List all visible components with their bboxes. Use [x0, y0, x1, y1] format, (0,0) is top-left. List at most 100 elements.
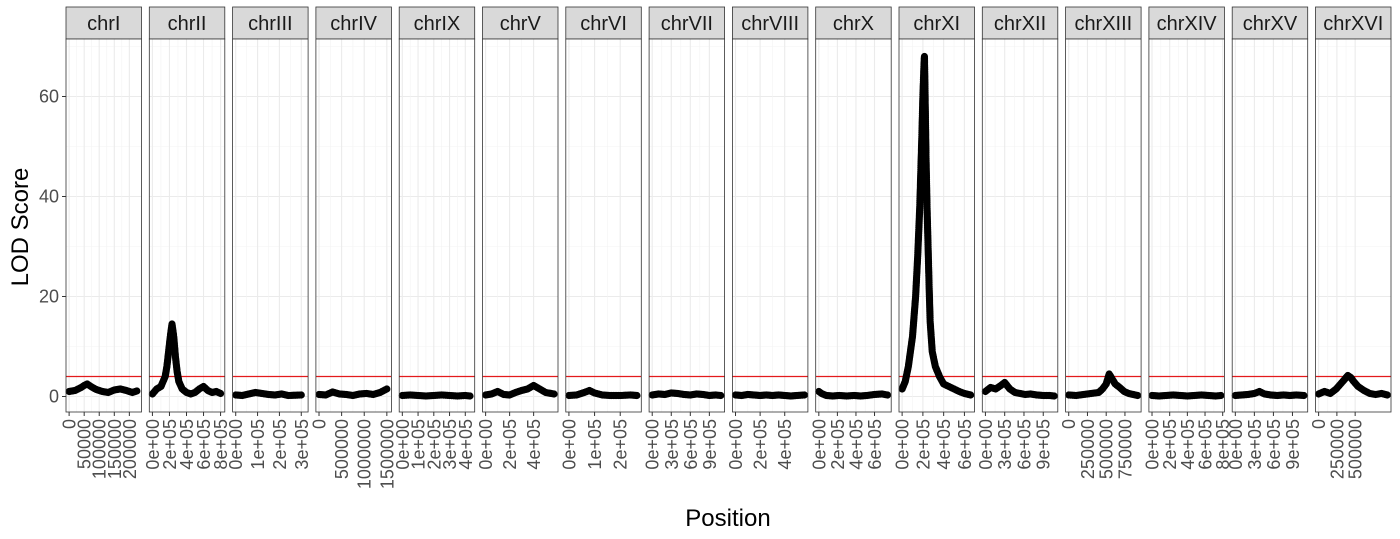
data-point [967, 391, 975, 399]
data-point [717, 391, 725, 400]
x-tick-label: 750000 [1115, 419, 1135, 479]
facet-strip-label: chrXV [1243, 13, 1298, 35]
facet-panels: chrI050000100000150000200000chrII0e+002e… [60, 6, 1392, 489]
x-tick-label: 1e+05 [248, 419, 268, 470]
facet-strip [398, 6, 476, 40]
x-tick-label: 2e+05 [160, 419, 180, 470]
x-tick-label: 4e+05 [177, 419, 197, 470]
panel-background [732, 39, 808, 412]
x-tick-label: 2e+05 [424, 419, 444, 470]
facet-strip [232, 6, 309, 40]
x-tick-label: 3e+05 [995, 419, 1015, 470]
x-tick-label: 250000 [1078, 419, 1098, 479]
facet-panel-chrXV: chrXV 0e+00 3e+05 6e+05 9e+05 [1226, 6, 1309, 470]
panel-border [232, 38, 309, 413]
facet-strip-label: chrXIV [1157, 13, 1218, 35]
facet-strip-label: chrV [500, 13, 542, 35]
facet-panel-chrIII: chrIII 0e+00 1e+05 2e+05 3e+05 [226, 6, 312, 470]
y-tick-label: 20 [39, 287, 59, 307]
facet-strip-label: chrIV [330, 13, 377, 35]
facet-strip-label: chrII [168, 13, 207, 35]
facet-strip [482, 6, 559, 40]
x-tick-label: 2e+05 [751, 419, 771, 470]
panel-background [66, 39, 142, 412]
x-tick-label: 0 [60, 419, 80, 429]
facet-panel-chrVIII: chrVIII 0e+00 2e+05 4e+05 [726, 6, 809, 470]
panel-border [148, 38, 226, 413]
facet-strip-label: chrXVI [1323, 13, 1383, 35]
y-tick-label: 40 [39, 187, 59, 207]
x-tick-label: 150000 [105, 419, 125, 479]
x-tick-label: 500000 [1346, 419, 1366, 479]
data-point [633, 391, 641, 400]
panel-background [315, 39, 392, 412]
x-tick-label: 3e+05 [1245, 419, 1265, 470]
x-tick-label: 0e+00 [1226, 419, 1246, 470]
data-point [1217, 391, 1225, 400]
facet-panel-chrV: chrV 0e+00 2e+05 4e+05 [476, 6, 559, 470]
x-tick-label: 6e+05 [865, 419, 885, 470]
facet-strip-label: chrXII [994, 13, 1046, 35]
x-tick-label: 4e+05 [775, 419, 795, 470]
facet-strip [65, 6, 142, 40]
panel-border [1065, 38, 1142, 413]
x-tick-label: 500000 [1097, 419, 1117, 479]
facet-strip-label: chrIII [248, 13, 292, 35]
x-tick-label: 50000 [75, 419, 95, 469]
panel-border [1148, 38, 1225, 413]
data-point [297, 391, 305, 399]
x-tick-label: 2e+05 [828, 419, 848, 470]
x-axis-title: Position [685, 505, 770, 532]
x-tick-label: 9e+05 [700, 419, 720, 470]
x-tick-label: 1e+05 [409, 419, 429, 470]
y-tick-label: 0 [49, 387, 59, 407]
data-point [1134, 391, 1142, 400]
data-point [383, 385, 391, 393]
x-tick-label: 0e+00 [726, 419, 746, 470]
x-tick-label: 3e+05 [440, 419, 460, 470]
data-point [1300, 391, 1308, 400]
panel-background [565, 39, 642, 412]
facet-strip [981, 6, 1059, 40]
x-tick-label: 0e+00 [559, 419, 579, 470]
panel-background [1148, 39, 1225, 412]
facet-strip [732, 6, 809, 40]
panel-border [565, 38, 642, 413]
x-tick-label: 2e+05 [913, 419, 933, 470]
facet-strip [898, 6, 975, 40]
panel-background [399, 39, 475, 412]
data-point [216, 389, 225, 398]
panel-border [315, 38, 392, 413]
x-tick-label: 9e+05 [1283, 419, 1303, 470]
panel-border [65, 38, 142, 413]
x-tick-label: 3e+05 [292, 419, 312, 470]
x-tick-label: 500000 [332, 419, 352, 479]
facet-strip-label: chrVIII [741, 13, 799, 35]
facet-strip [148, 6, 226, 40]
x-tick-label: 4e+05 [846, 419, 866, 470]
x-tick-label: 8e+05 [1213, 419, 1233, 470]
facet-strip [1148, 6, 1225, 40]
x-tick-label: 4e+05 [934, 419, 954, 470]
facet-strip-label: chrI [87, 13, 120, 35]
x-tick-label: 0 [1309, 419, 1329, 429]
y-tick-label: 60 [39, 87, 59, 107]
x-tick-label: 6e+05 [1014, 419, 1034, 470]
x-tick-label: 9e+05 [1034, 419, 1054, 470]
data-point [1383, 391, 1391, 399]
panel-background [149, 39, 225, 412]
facet-strip-label: chrVII [661, 13, 713, 35]
x-tick-label: 2e+05 [1160, 419, 1180, 470]
facet-strip-label: chrXIII [1074, 13, 1132, 35]
x-tick-label: 2e+05 [500, 419, 520, 470]
x-tick-label: 0e+00 [226, 419, 246, 470]
x-tick-label: 8e+05 [211, 419, 231, 470]
x-tick-label: 0e+00 [476, 419, 496, 470]
panel-background [1315, 39, 1391, 412]
panel-background [1232, 39, 1308, 412]
panel-background [649, 39, 725, 412]
panel-background [982, 39, 1058, 412]
